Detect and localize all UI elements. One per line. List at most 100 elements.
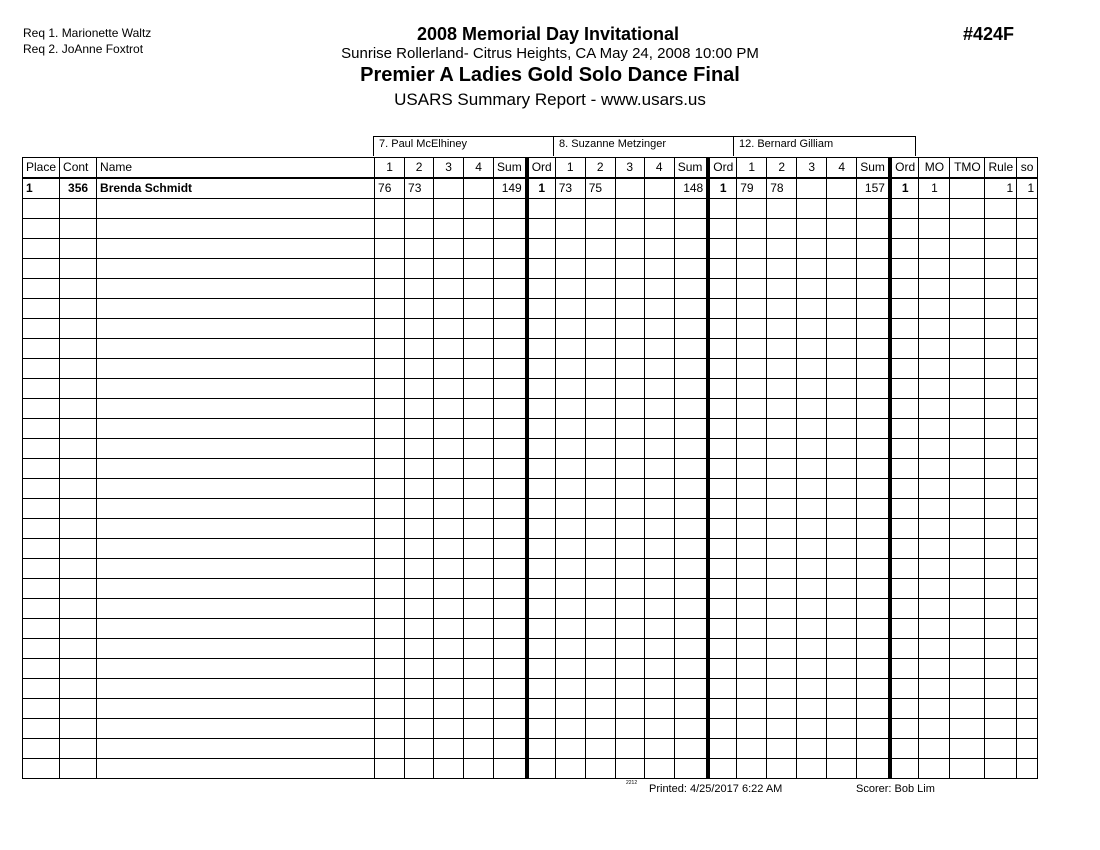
judge1-score1-cell — [374, 678, 406, 699]
judge1-sum-cell — [493, 418, 529, 439]
column-header-judge2-4: 4 — [643, 157, 675, 179]
judge2-score3-cell — [614, 598, 645, 619]
judge3-ord-cell — [889, 678, 920, 699]
judge3-score3-cell — [796, 758, 828, 779]
mo-cell — [918, 398, 951, 419]
judge2-score4-cell — [643, 458, 675, 479]
judge3-ord-cell — [889, 398, 920, 419]
judge2-sum-cell — [673, 638, 711, 659]
judge2-score4-cell — [643, 438, 675, 459]
judge2-ord-cell — [707, 578, 738, 599]
name-cell — [96, 218, 376, 239]
judge3-score1-cell — [736, 758, 768, 779]
so-cell — [1016, 638, 1039, 659]
mo-cell — [918, 338, 951, 359]
judge1-sum-cell: 149 — [493, 177, 529, 199]
judge3-sum-cell — [856, 258, 892, 279]
cont-cell — [59, 418, 98, 439]
judge2-sum-cell — [673, 738, 711, 759]
place-cell — [21, 558, 61, 579]
judge2-score4-cell — [643, 398, 675, 419]
judge1-score4-cell — [463, 258, 495, 279]
judge1-score1-cell — [374, 638, 406, 659]
tmo-cell — [949, 498, 986, 519]
judge1-score4-cell — [463, 218, 495, 239]
cont-cell — [59, 738, 98, 759]
judge2-score3-cell — [614, 478, 645, 499]
judge2-score2-cell — [584, 338, 616, 359]
judge1-score1-cell — [374, 398, 406, 419]
name-cell — [96, 598, 376, 619]
rule-cell — [984, 578, 1018, 599]
tmo-cell — [949, 238, 986, 259]
judge3-sum-cell — [856, 518, 892, 539]
judge3-score4-cell — [826, 458, 858, 479]
table-row — [21, 518, 1039, 539]
judge3-score1-cell — [736, 278, 768, 299]
so-cell — [1016, 738, 1039, 759]
table-row — [21, 258, 1039, 279]
name-cell — [96, 558, 376, 579]
judge2-score2-cell — [584, 438, 616, 459]
judge3-sum-cell — [856, 398, 892, 419]
judge1-score4-cell — [463, 338, 495, 359]
judge3-score4-cell — [826, 578, 858, 599]
judge-header-3: 12. Bernard Gilliam — [733, 136, 916, 156]
judge2-score3-cell — [614, 238, 645, 259]
place-cell — [21, 618, 61, 639]
judge1-ord-cell — [526, 378, 556, 399]
judge2-sum-cell — [673, 418, 711, 439]
mo-cell — [918, 638, 951, 659]
judge1-score3-cell — [433, 638, 465, 659]
judge3-ord-cell — [889, 358, 920, 379]
judge2-score2-cell — [584, 258, 616, 279]
judge2-ord-cell — [707, 518, 738, 539]
judge2-score4-cell — [643, 478, 675, 499]
judge2-score2-cell — [584, 598, 616, 619]
column-header-judge3-2: 2 — [766, 157, 798, 179]
judge1-score4-cell — [463, 518, 495, 539]
column-header-judge1-3: 3 — [433, 157, 465, 179]
judge2-score2-cell — [584, 498, 616, 519]
rule-cell — [984, 478, 1018, 499]
judge3-score2-cell — [766, 358, 798, 379]
judge1-sum-cell — [493, 558, 529, 579]
venue-line: Sunrise Rollerland- Citrus Heights, CA M… — [341, 45, 759, 62]
judge2-score1-cell — [554, 318, 586, 339]
judge1-score1-cell — [374, 618, 406, 639]
judge1-score2-cell — [404, 458, 435, 479]
so-cell — [1016, 358, 1039, 379]
judge3-score1-cell — [736, 698, 768, 719]
judge1-score2-cell — [404, 678, 435, 699]
judge2-ord-cell — [707, 218, 738, 239]
judge2-sum-cell — [673, 318, 711, 339]
judge1-score2-cell — [404, 338, 435, 359]
judge1-score2-cell — [404, 578, 435, 599]
judge2-score3-cell — [614, 718, 645, 739]
so-cell — [1016, 298, 1039, 319]
judge2-sum-cell — [673, 438, 711, 459]
judge2-score1-cell — [554, 758, 586, 779]
so-cell — [1016, 198, 1039, 219]
so-cell — [1016, 398, 1039, 419]
tmo-cell — [949, 758, 986, 779]
judge2-ord-cell — [707, 238, 738, 259]
tmo-cell — [949, 578, 986, 599]
judge2-score4-cell — [643, 598, 675, 619]
judge1-score1-cell — [374, 478, 406, 499]
judge1-sum-cell — [493, 618, 529, 639]
judge3-score3-cell — [796, 218, 828, 239]
tmo-cell — [949, 338, 986, 359]
judge3-sum-cell — [856, 678, 892, 699]
judge2-ord-cell — [707, 658, 738, 679]
judge3-ord-cell — [889, 218, 920, 239]
judge1-sum-cell — [493, 338, 529, 359]
so-cell — [1016, 338, 1039, 359]
judge2-ord-cell — [707, 698, 738, 719]
judge2-score2-cell — [584, 398, 616, 419]
judge3-sum-cell — [856, 358, 892, 379]
judge3-score1-cell — [736, 198, 768, 219]
judge2-sum-cell — [673, 758, 711, 779]
judge3-ord-cell — [889, 718, 920, 739]
judge1-ord-cell — [526, 498, 556, 519]
